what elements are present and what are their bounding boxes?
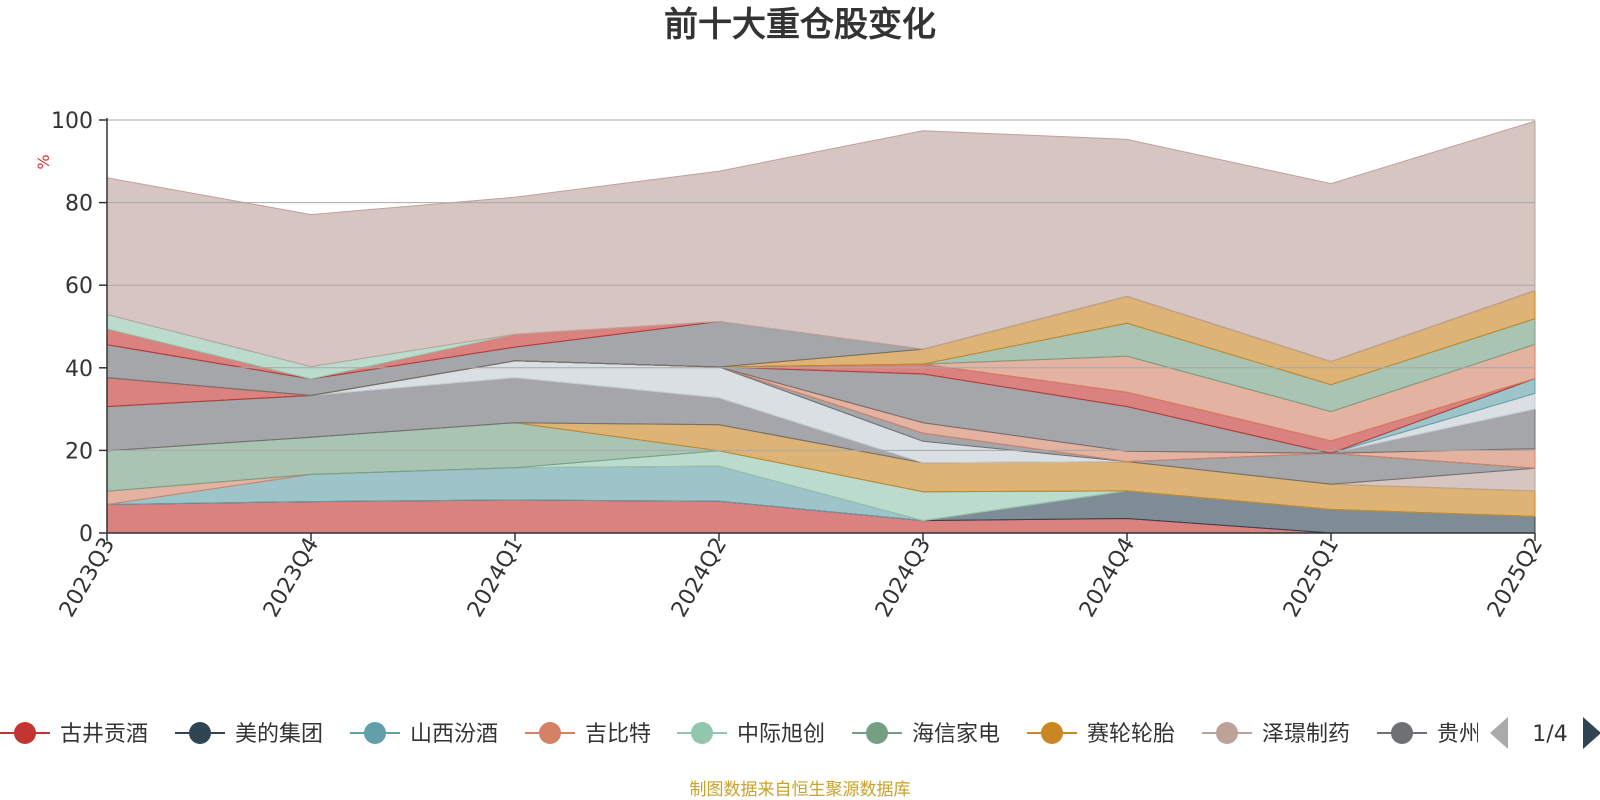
triangle-left-icon[interactable] [1490,717,1508,749]
area-series-23 [106,120,1536,368]
x-tick-label-2024Q3: 2024Q3 [871,534,936,622]
y-tick-label-40: 40 [65,357,93,382]
legend-label: 贵州茅台 [1437,722,1525,747]
legend-label: 古井贡酒 [60,722,148,747]
legend-item-1[interactable]: 古井贡酒 [0,722,148,747]
legend-marker-icon [866,722,888,744]
legend-marker-icon [1041,722,1063,744]
y-tick-label-60: 60 [65,274,93,299]
legend-item-3[interactable]: 山西汾酒 [350,722,498,747]
legend-marker-icon [189,722,211,744]
legend-label: 中际旭创 [737,722,825,747]
legend-label: 美的集团 [235,722,323,747]
legend-item-4[interactable]: 吉比特 [525,722,651,747]
x-tick-label-2024Q1: 2024Q1 [463,534,528,622]
legend-item-9[interactable]: 贵州茅台 [1377,722,1525,747]
x-tick-label-2025Q2: 2025Q2 [1483,534,1548,622]
chart-title: 前十大重仓股变化 [664,5,936,45]
data-source-note: 制图数据来自恒生聚源数据库 [690,780,911,800]
legend-item-7[interactable]: 赛轮轮胎 [1027,722,1175,747]
legend-marker-icon [364,722,386,744]
x-tick-label-2023Q4: 2023Q4 [259,534,324,622]
grid-lines [107,119,1535,451]
axes [106,118,1535,534]
legend-marker-icon [691,722,713,744]
legend-marker-icon [539,722,561,744]
legend-marker-icon [1216,722,1238,744]
legend-marker-icon [14,722,36,744]
legend-label: 海信家电 [912,722,1000,747]
legend-item-8[interactable]: 泽璟制药 [1202,722,1350,747]
y-tick-label-100: 100 [51,109,93,134]
stacked-areas [106,120,1536,534]
y-ticks: 0 20 40 60 80 100 [51,109,107,547]
x-tick-label-2024Q2: 2024Q2 [667,534,732,622]
legend: 古井贡酒 美的集团 山西汾酒 吉比特 中际旭创 海信家电 赛轮轮胎 泽璟制药 贵州茅台 [0,722,1525,747]
y-tick-label-80: 80 [65,192,93,217]
y-axis-label: % [34,154,53,169]
legend-label: 赛轮轮胎 [1087,722,1175,747]
legend-page-indicator: 1/4 [1532,722,1567,747]
legend-item-6[interactable]: 海信家电 [852,722,1000,747]
legend-label: 泽璟制药 [1262,722,1350,747]
triangle-right-icon[interactable] [1583,717,1600,749]
x-ticks: 2023Q3 2023Q4 2024Q1 2024Q2 2024Q3 2024Q4 2025… [55,533,1548,622]
legend-label: 吉比特 [585,722,651,747]
x-tick-label-2025Q1: 2025Q1 [1279,534,1344,622]
legend-item-5[interactable]: 中际旭创 [677,722,825,747]
y-tick-label-20: 20 [65,439,93,464]
y-tick-label-0: 0 [79,522,93,547]
legend-marker-icon [1391,722,1413,744]
legend-pager: 1/4 [1490,717,1600,749]
legend-item-2[interactable]: 美的集团 [175,722,323,747]
x-tick-label-2024Q4: 2024Q4 [1075,534,1140,622]
legend-label: 山西汾酒 [410,722,498,747]
